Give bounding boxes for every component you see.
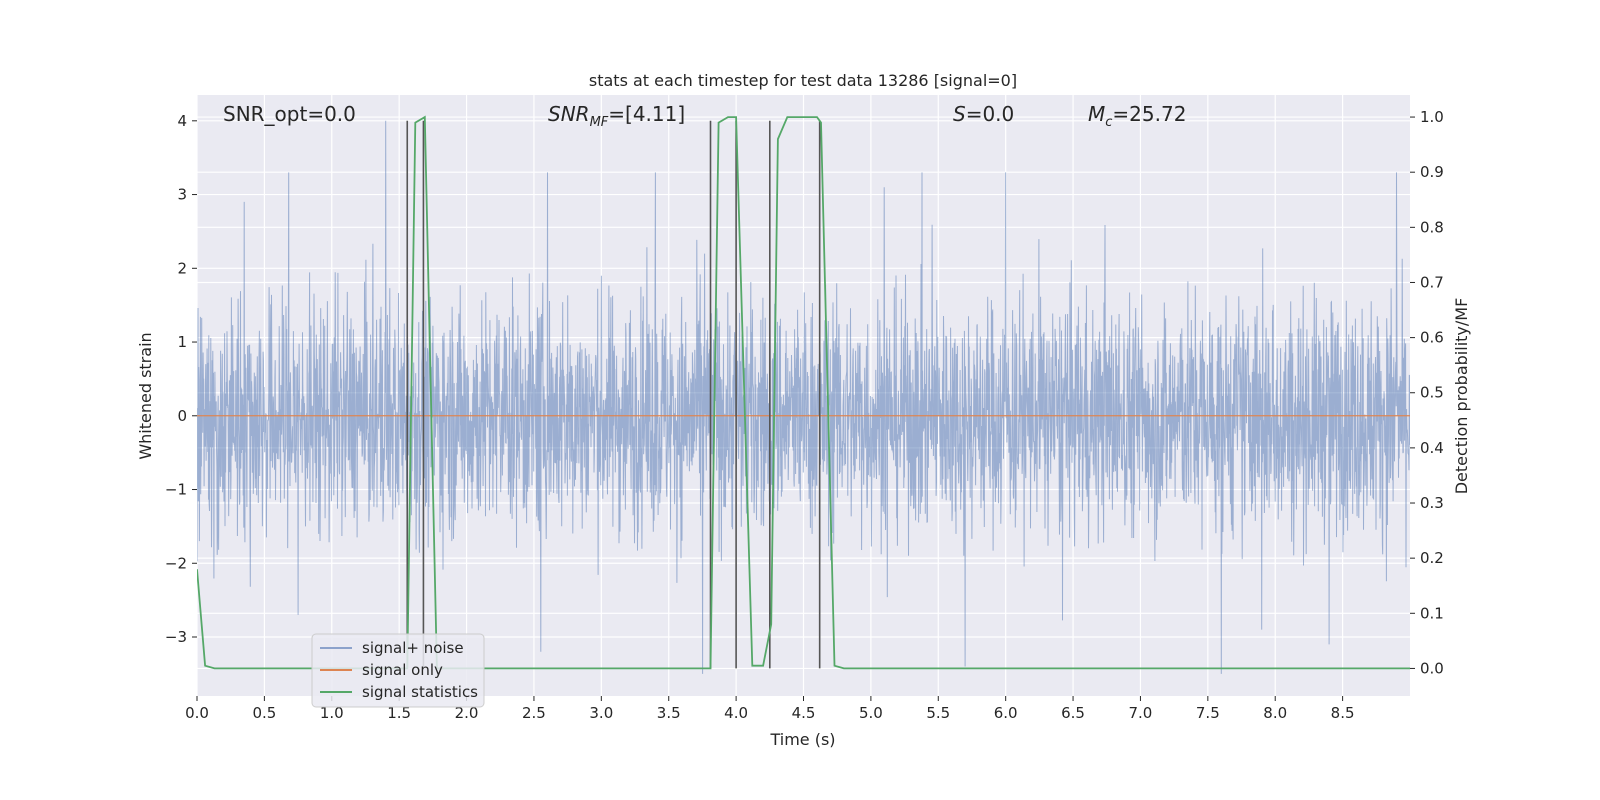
snr-opt-annotation: SNR_opt=0.0 — [223, 102, 356, 126]
legend-label-noise: signal+ noise — [362, 639, 464, 657]
y-tick-label: 1 — [177, 333, 187, 351]
y-right-tick-label: 0.7 — [1420, 273, 1444, 291]
x-tick-label: 0.0 — [185, 704, 209, 722]
chart-title: stats at each timestep for test data 132… — [589, 71, 1017, 90]
x-tick-label: 2.5 — [522, 704, 546, 722]
x-tick-label: 1.0 — [320, 704, 344, 722]
y-right-tick-label: 0.9 — [1420, 163, 1444, 181]
snr-mf-sub: MF — [590, 115, 609, 130]
y-tick-label: 0 — [177, 407, 187, 425]
x-tick-label: 0.5 — [252, 704, 276, 722]
y-tick-label: −3 — [165, 628, 187, 646]
y-right-tick-label: 0.3 — [1420, 494, 1444, 512]
x-tick-label: 4.0 — [724, 704, 748, 722]
signal-noise-series — [197, 120, 1410, 674]
x-tick-label: 1.5 — [387, 704, 411, 722]
y-right-tick-label: 0.6 — [1420, 329, 1444, 347]
s-annotation: S=0.0 — [953, 102, 1014, 126]
x-tick-label: 8.0 — [1263, 704, 1287, 722]
signal-statistics-series — [197, 115, 1410, 670]
x-tick-label: 4.5 — [792, 704, 816, 722]
y-right-tick-label: 0.1 — [1420, 604, 1444, 622]
x-tick-label: 5.5 — [926, 704, 950, 722]
y-axis-ticks: 4 3 2 1 0 −1 −2 −3 — [165, 112, 197, 646]
snr-mf-main: SNR — [548, 102, 590, 126]
x-tick-label: 3.5 — [657, 704, 681, 722]
mc-main: M — [1088, 102, 1105, 126]
statistics-line — [197, 115, 1410, 670]
legend-label-statistics: signal statistics — [362, 683, 478, 701]
y-right-tick-label: 0.2 — [1420, 549, 1444, 567]
vertical-markers — [406, 120, 821, 669]
y-right-tick-label: 1.0 — [1420, 108, 1444, 126]
mc-annotation: Mc=25.72 — [1088, 102, 1186, 130]
y-right-tick-label: 0.5 — [1420, 384, 1444, 402]
y-tick-label: 4 — [177, 112, 187, 130]
x-tick-label: 7.5 — [1196, 704, 1220, 722]
legend: signal+ noise signal only signal statist… — [311, 633, 485, 708]
x-tick-label: 6.0 — [994, 704, 1018, 722]
snr-mf-value: =[4.11] — [608, 102, 685, 126]
x-tick-label: 3.0 — [589, 704, 613, 722]
y-right-tick-label: 0.8 — [1420, 218, 1444, 236]
y-right-axis-ticks: 1.0 0.9 0.8 0.7 0.6 0.5 0.4 0.3 0.2 0.1 0.0 — [1410, 108, 1444, 677]
x-tick-label: 5.0 — [859, 704, 883, 722]
noise-trace — [197, 120, 1410, 674]
s-value: =0.0 — [966, 102, 1015, 126]
y-tick-label: −2 — [165, 554, 187, 572]
mc-value: =25.72 — [1112, 102, 1186, 126]
snr-mf-annotation: SNRMF=[4.11] — [548, 102, 685, 130]
y-right-tick-label: 0.4 — [1420, 439, 1444, 457]
y-axis-label: Whitened strain — [136, 332, 155, 459]
y-tick-label: −1 — [165, 481, 187, 499]
x-axis-ticks: 0.0 0.5 1.0 1.5 2.0 2.5 3.0 3.5 4.0 4.5 5.0 5.5 6.0 6… — [185, 696, 1355, 722]
x-axis-label: Time (s) — [769, 730, 835, 749]
x-tick-label: 8.5 — [1331, 704, 1355, 722]
mc-sub: c — [1105, 115, 1112, 130]
y-right-axis-label: Detection probability/MF — [1452, 298, 1471, 495]
x-tick-label: 6.5 — [1061, 704, 1085, 722]
y-tick-label: 3 — [177, 186, 187, 204]
x-tick-label: 7.0 — [1129, 704, 1153, 722]
legend-box — [311, 633, 485, 708]
x-tick-label: 2.0 — [455, 704, 479, 722]
s-variable: S — [953, 102, 966, 126]
y-tick-label: 2 — [177, 259, 187, 277]
legend-label-signal-only: signal only — [362, 661, 443, 679]
y-right-tick-label: 0.0 — [1420, 659, 1444, 677]
